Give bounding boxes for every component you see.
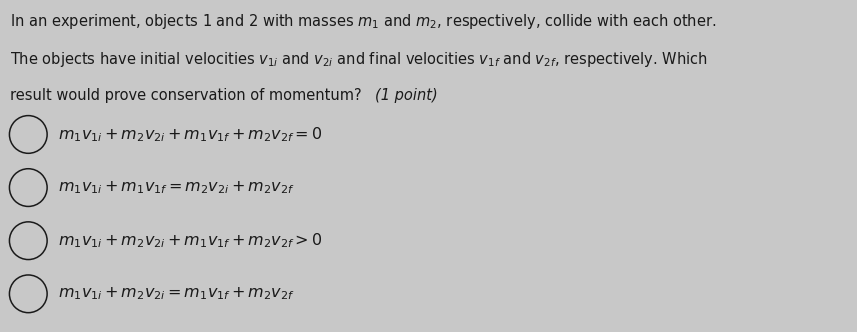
Text: In an experiment, objects 1 and 2 with masses $m_1$ and $m_2$, respectively, col: In an experiment, objects 1 and 2 with m… — [10, 12, 716, 31]
Text: $m_1v_{1i} + m_1v_{1f} = m_2v_{2i} + m_2v_{2f}$: $m_1v_{1i} + m_1v_{1f} = m_2v_{2i} + m_2… — [58, 179, 295, 196]
Text: result would prove conservation of momentum?: result would prove conservation of momen… — [10, 88, 371, 103]
Text: (1 point): (1 point) — [375, 88, 437, 103]
Text: The objects have initial velocities $v_{1i}$ and $v_{2i}$ and final velocities $: The objects have initial velocities $v_{… — [10, 50, 708, 69]
Text: $m_1v_{1i} + m_2v_{2i} + m_1v_{1f} + m_2v_{2f} > 0$: $m_1v_{1i} + m_2v_{2i} + m_1v_{1f} + m_2… — [58, 231, 323, 250]
Text: $m_1v_{1i} + m_2v_{2i} + m_1v_{1f} + m_2v_{2f} = 0$: $m_1v_{1i} + m_2v_{2i} + m_1v_{1f} + m_2… — [58, 125, 323, 144]
Text: $m_1v_{1i} + m_2v_{2i} = m_1v_{1f} + m_2v_{2f}$: $m_1v_{1i} + m_2v_{2i} = m_1v_{1f} + m_2… — [58, 286, 295, 302]
